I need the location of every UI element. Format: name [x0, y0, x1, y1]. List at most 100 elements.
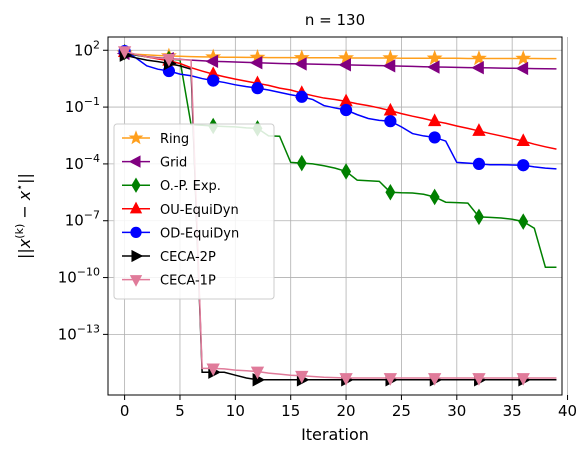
- data-point: [382, 49, 399, 65]
- data-point: [205, 54, 219, 69]
- data-point: [250, 366, 265, 380]
- legend-marker: [131, 177, 141, 193]
- y-tick-label: 10−10: [58, 266, 100, 287]
- legend: Ring Grid O.-P. Exp. OU-EquiDyn OD-EquiDyn CE…: [113, 123, 275, 300]
- data-point: [295, 370, 309, 384]
- x-tick-label: 0: [120, 402, 130, 420]
- x-tick-label: 10: [226, 402, 245, 420]
- y-tick-label: 10−4: [65, 152, 100, 173]
- legend-marker: [128, 155, 141, 168]
- plot-frame: [107, 36, 563, 396]
- series-grid: [116, 46, 557, 76]
- legend-item-grid: Grid: [122, 155, 187, 171]
- y-tick-label: 10−13: [58, 322, 100, 343]
- data-point: [516, 373, 530, 386]
- y-tick-label: 10−7: [65, 209, 100, 230]
- y-axis-title-sup: (k): [13, 224, 26, 239]
- y-tick-exponent: −4: [84, 152, 100, 165]
- legend-item-ring: Ring: [122, 130, 189, 147]
- data-point: [471, 61, 484, 75]
- x-tick-label: 15: [281, 402, 300, 420]
- y-axis-title-sup2: ⋆: [13, 184, 26, 191]
- y-tick-base: 10: [74, 41, 93, 59]
- data-point: [384, 115, 397, 128]
- legend-marker: [130, 226, 142, 239]
- y-tick-base: 10: [58, 269, 77, 287]
- legend-label: O.-P. Exp.: [160, 179, 221, 194]
- legend-label: OD-EquiDyn: [160, 226, 239, 241]
- data-point: [385, 183, 396, 201]
- y-axis-title-x: x: [15, 238, 34, 249]
- legend-label: CECA-1P: [160, 274, 216, 289]
- data-point: [338, 58, 351, 72]
- data-point: [341, 163, 352, 180]
- data-point: [472, 373, 486, 386]
- data-point: [251, 82, 264, 95]
- x-tick-label: 20: [337, 402, 356, 420]
- legend-label: OU-EquiDyn: [160, 203, 239, 218]
- y-axis-title-mid: −: [15, 200, 34, 224]
- data-point: [426, 49, 443, 65]
- x-tick-label: 40: [558, 402, 577, 420]
- data-point: [339, 373, 353, 386]
- legend-marker: [129, 201, 143, 214]
- x-tick-label: 30: [447, 402, 466, 420]
- legend-item-od-equidyn: OD-EquiDyn: [122, 226, 239, 241]
- data-point: [515, 50, 532, 66]
- data-point: [339, 103, 353, 117]
- data-point: [296, 154, 307, 172]
- x-tick-label: 5: [175, 402, 185, 420]
- series-ring: [116, 44, 557, 66]
- y-tick-exponent: −7: [84, 209, 100, 222]
- legend-label: CECA-2P: [160, 250, 216, 265]
- data-point: [249, 56, 263, 70]
- y-tick-label: 10−1: [65, 95, 100, 116]
- y-tick-base: 10: [65, 98, 84, 116]
- axis-ticks: 0 5 10 15 20 25 30 35 4010210−110−410−710−1010−1…: [58, 38, 577, 420]
- data-point: [427, 373, 442, 386]
- data-point: [473, 208, 484, 226]
- series-line: [124, 52, 557, 60]
- chart-title: n = 130: [305, 11, 365, 29]
- y-tick-exponent: −10: [77, 266, 100, 279]
- x-tick-label: 25: [392, 402, 411, 420]
- data-point: [428, 131, 441, 144]
- legend-marker: [131, 249, 144, 263]
- data-point: [206, 363, 220, 377]
- legend-item-ou-equidyn: OU-EquiDyn: [122, 201, 239, 218]
- data-point: [294, 57, 307, 71]
- legend-item-ceca-2p: CECA-2P: [122, 249, 216, 265]
- y-axis-title: ||x(k) − x⋆||: [13, 173, 34, 259]
- y-tick-base: 10: [65, 212, 84, 230]
- legend-label: Grid: [160, 156, 187, 171]
- data-point: [515, 61, 529, 76]
- y-tick-base: 10: [65, 155, 84, 173]
- data-point: [429, 188, 440, 206]
- x-axis-title: Iteration: [301, 425, 369, 444]
- y-tick-exponent: −13: [77, 322, 100, 335]
- legend-label: Ring: [160, 132, 189, 147]
- legend-item-o-p-exp: O.-P. Exp.: [122, 177, 221, 194]
- legend-item-ceca-1p: CECA-1P: [122, 274, 216, 289]
- data-point: [426, 60, 440, 74]
- data-point: [207, 74, 220, 87]
- data-point: [518, 213, 529, 230]
- legend-marker: [129, 275, 143, 287]
- x-tick-label: 35: [503, 402, 522, 420]
- data-point: [472, 157, 486, 171]
- data-point: [427, 113, 442, 127]
- y-tick-label: 102: [74, 38, 100, 59]
- legend-box: [113, 123, 275, 300]
- data-point: [516, 133, 530, 147]
- y-axis-title-post: ||: [15, 173, 34, 184]
- data-point: [517, 159, 530, 172]
- data-point: [382, 59, 396, 73]
- y-tick-base: 10: [58, 325, 77, 343]
- y-axis-title-x2: x: [15, 190, 34, 201]
- series-line: [124, 51, 557, 150]
- data-point: [295, 90, 308, 103]
- y-tick-exponent: −1: [84, 95, 100, 108]
- data-point: [383, 373, 398, 386]
- data-point: [117, 46, 132, 59]
